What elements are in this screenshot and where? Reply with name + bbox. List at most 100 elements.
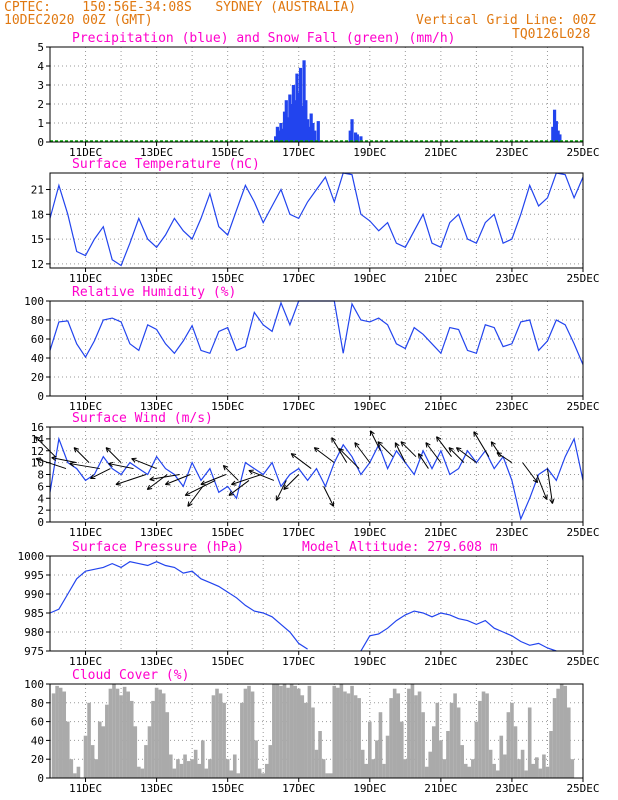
wind-arrow-head xyxy=(275,495,281,501)
cloud-bar xyxy=(222,702,226,778)
cloud-bar xyxy=(488,749,493,778)
wind-arrow-head xyxy=(290,453,297,459)
y-tick-label: 40 xyxy=(31,352,44,365)
panel-annotation: Model Altitude: 279.608 m xyxy=(302,540,498,555)
x-tick-label: 23DEC xyxy=(495,782,528,795)
wind-arrow-head xyxy=(331,437,337,443)
cloud-bar xyxy=(169,754,173,778)
cloud-bar xyxy=(538,768,543,778)
cloud-bar xyxy=(272,684,276,778)
wind-arrow-head xyxy=(532,477,539,484)
precip-bar xyxy=(302,60,306,142)
precip-bar xyxy=(282,111,287,142)
y-tick-label: 975 xyxy=(24,645,44,658)
cloud-bar xyxy=(524,770,528,778)
cloud-bar xyxy=(296,688,301,778)
x-tick-label: 11DEC xyxy=(69,272,102,285)
panel-3 xyxy=(34,426,584,526)
wind-arrow xyxy=(131,458,157,470)
y-tick-label: 0 xyxy=(37,136,44,149)
y-tick-label: 60 xyxy=(31,333,44,346)
x-tick-label: 17DEC xyxy=(282,526,315,539)
x-tick-label: 13DEC xyxy=(140,400,173,413)
y-tick-label: 6 xyxy=(37,480,44,493)
cloud-bar xyxy=(211,695,216,778)
wind-arrow-head xyxy=(338,448,345,454)
y-tick-label: 15 xyxy=(31,233,44,246)
wind-arrow-head xyxy=(200,480,206,486)
cloud-bar xyxy=(215,688,219,778)
y-tick-label: 0 xyxy=(37,772,44,785)
cloud-bar xyxy=(254,740,258,778)
precip-bar xyxy=(311,123,315,142)
wind-arrow-head xyxy=(231,480,237,486)
cloud-bar xyxy=(503,754,507,778)
wind-arrow-head xyxy=(425,442,431,448)
x-tick-label: 13DEC xyxy=(140,272,173,285)
x-tick-label: 25DEC xyxy=(566,400,599,413)
cloud-bar xyxy=(424,766,429,778)
wind-arrow xyxy=(115,474,147,485)
cloud-bar xyxy=(531,763,536,778)
cloud-bar xyxy=(368,721,372,778)
cloud-bar xyxy=(154,687,159,778)
cloud-bar xyxy=(506,712,511,778)
panel-title: Relative Humidity (%) xyxy=(72,285,236,300)
wind-arrow-head xyxy=(354,442,360,448)
cloud-bar xyxy=(279,685,283,778)
cloud-bar xyxy=(485,693,489,778)
cloud-bar xyxy=(314,749,319,778)
panel-frame xyxy=(49,300,584,397)
cloud-bar xyxy=(76,766,81,778)
x-tick-label: 11DEC xyxy=(69,400,102,413)
panel-title: Surface Temperature (nC) xyxy=(72,157,260,172)
cloud-bar xyxy=(193,749,198,778)
y-tick-label: 4 xyxy=(37,492,44,505)
cloud-bar xyxy=(108,688,113,778)
wind-arrow xyxy=(354,442,371,463)
x-tick-label: 25DEC xyxy=(566,655,599,668)
wind-arrow xyxy=(165,474,191,485)
cloud-bar xyxy=(161,693,166,778)
x-tick-label: 25DEC xyxy=(566,272,599,285)
wind-arrow xyxy=(496,452,513,464)
cloud-bar xyxy=(257,768,262,778)
cloud-bar xyxy=(307,685,312,778)
wind-arrow-head xyxy=(115,480,121,486)
cloud-bar xyxy=(563,685,568,778)
y-tick-label: 18 xyxy=(31,208,44,221)
wind-arrow-head xyxy=(436,436,442,442)
cloud-bar xyxy=(517,759,521,778)
wind-arrow xyxy=(69,463,100,470)
wind-arrow-head xyxy=(164,480,171,486)
precip-bar xyxy=(355,134,359,142)
x-tick-label: 13DEC xyxy=(140,782,173,795)
y-tick-label: 2 xyxy=(37,98,44,111)
panel-4 xyxy=(46,555,584,655)
x-tick-label: 19DEC xyxy=(353,526,386,539)
wind-arrow-head xyxy=(329,501,335,507)
cloud-bar xyxy=(105,704,109,778)
cloud-bar xyxy=(339,684,344,778)
precip-bar xyxy=(300,105,304,142)
wind-arrow-head xyxy=(35,457,42,463)
wind-arrow-head xyxy=(69,461,75,467)
y-tick-label: 1000 xyxy=(18,550,45,563)
cloud-bar xyxy=(542,754,546,778)
y-tick-label: 2 xyxy=(37,504,44,517)
x-tick-label: 11DEC xyxy=(69,782,102,795)
precip-bar xyxy=(306,119,310,142)
cloud-bar xyxy=(471,759,475,778)
cloud-bar xyxy=(428,751,433,778)
cloud-bar xyxy=(112,684,116,778)
panel-title: Precipitation (blue) and Snow Fall (gree… xyxy=(72,31,456,46)
cloud-bar xyxy=(343,691,347,778)
cloud-bar xyxy=(414,695,418,778)
cloud-bar xyxy=(396,693,401,778)
wind-arrow-head xyxy=(105,447,111,453)
cloud-bar xyxy=(545,766,550,778)
wind-arrow xyxy=(370,430,381,451)
x-tick-label: 13DEC xyxy=(140,526,173,539)
series-line xyxy=(49,172,584,267)
x-tick-label: 11DEC xyxy=(69,655,102,668)
